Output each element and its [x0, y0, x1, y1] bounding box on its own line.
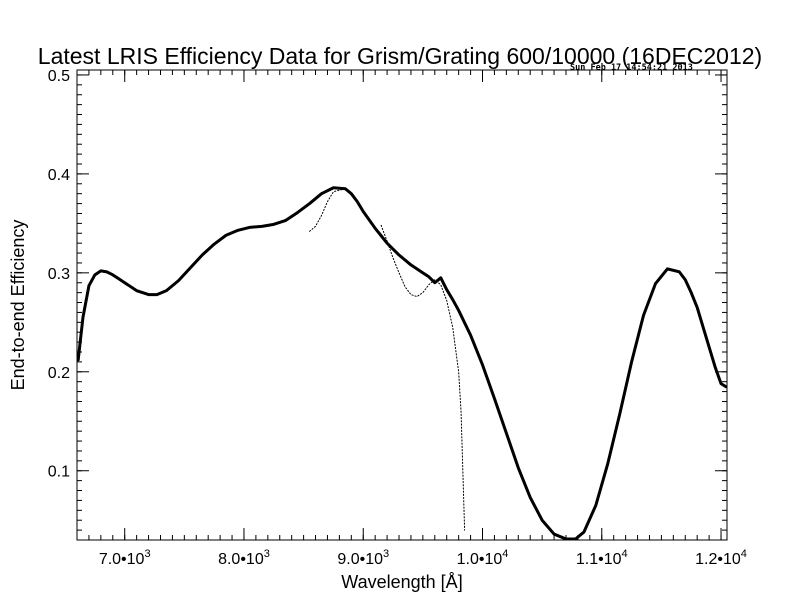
y-tick-label: 0.1 [48, 464, 70, 481]
y-axis-label: End-to-end Efficiency [8, 220, 28, 391]
x-tick-label: 1.0•104 [457, 548, 509, 568]
dotted-efficiency-line-2 [380, 224, 466, 531]
y-tick-label: 0.2 [48, 365, 70, 382]
x-tick-label: 1.1•104 [576, 548, 628, 568]
y-tick-label: 0.3 [48, 266, 70, 283]
plot-frame [76, 69, 728, 541]
efficiency-line [76, 186, 728, 541]
chart-title: Latest LRIS Efficiency Data for Grism/Gr… [38, 43, 762, 69]
x-tick-label: 7.0•103 [99, 548, 151, 568]
x-tick-label: 1.2•104 [695, 548, 747, 568]
x-tick-label: 8.0•103 [218, 548, 270, 568]
x-tick-label: 9.0•103 [337, 548, 389, 568]
dotted-efficiency-line-1 [309, 188, 346, 232]
timestamp: Sun Feb 17 14:54:21 2013 [570, 63, 693, 73]
axis-ticks [76, 70, 727, 541]
y-tick-label: 0.4 [48, 167, 70, 184]
x-axis-label: Wavelength [Å] [341, 572, 462, 592]
series-layer [76, 186, 728, 541]
tick-labels: 7.0•103 8.0•103 9.0•103 1.0•104 1.1•104 1.2•1… [48, 68, 747, 568]
y-tick-label: 0.5 [48, 68, 70, 85]
